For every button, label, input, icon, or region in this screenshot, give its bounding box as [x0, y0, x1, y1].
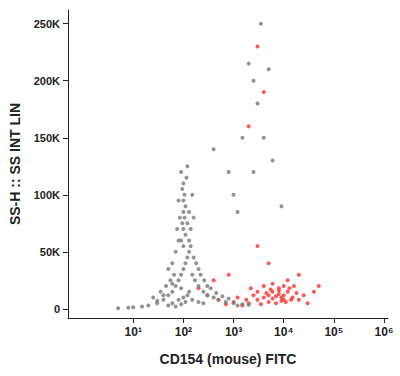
svg-text:100K: 100K: [34, 189, 60, 201]
svg-text:150K: 150K: [34, 132, 60, 144]
svg-text:10³: 10³: [225, 325, 242, 339]
svg-text:10⁶: 10⁶: [375, 325, 394, 339]
svg-text:250K: 250K: [34, 18, 60, 30]
svg-text:10¹: 10¹: [125, 325, 142, 339]
svg-text:10²: 10²: [175, 325, 192, 339]
svg-text:50K: 50K: [40, 246, 60, 258]
svg-text:SS-H :: SS INT LIN: SS-H :: SS INT LIN: [7, 103, 23, 225]
svg-text:0: 0: [54, 303, 60, 315]
svg-text:10⁴: 10⁴: [274, 325, 293, 339]
svg-text:200K: 200K: [34, 75, 60, 87]
svg-text:10⁵: 10⁵: [324, 325, 343, 339]
svg-text:CD154 (mouse) FITC: CD154 (mouse) FITC: [160, 351, 297, 367]
